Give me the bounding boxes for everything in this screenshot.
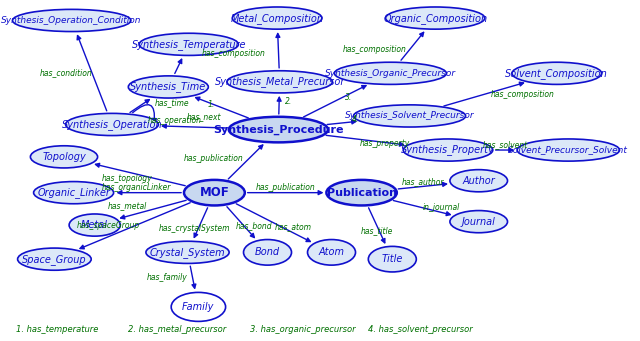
Text: has_composition: has_composition <box>491 90 555 99</box>
Ellipse shape <box>450 210 508 233</box>
Ellipse shape <box>128 76 209 98</box>
Ellipse shape <box>65 113 159 136</box>
Text: 1.: 1. <box>208 100 215 108</box>
Text: 1. has_temperature: 1. has_temperature <box>16 325 99 333</box>
Text: Synthesis_Time: Synthesis_Time <box>130 81 207 92</box>
Text: Organic_Composition: Organic_Composition <box>383 13 487 24</box>
Ellipse shape <box>450 170 508 192</box>
Ellipse shape <box>232 7 322 29</box>
Ellipse shape <box>229 117 328 143</box>
Text: Bond: Bond <box>255 247 280 257</box>
Text: Atom: Atom <box>319 247 344 257</box>
Text: has_title: has_title <box>361 227 393 236</box>
Ellipse shape <box>18 248 92 270</box>
Text: has_bond: has_bond <box>236 222 272 231</box>
Ellipse shape <box>334 62 447 84</box>
Text: Synthesis_Property: Synthesis_Property <box>401 145 495 155</box>
Text: has_composition: has_composition <box>342 45 406 54</box>
Ellipse shape <box>512 62 602 84</box>
Text: has_property: has_property <box>360 139 410 148</box>
Text: Synthesis_Operation_Condition: Synthesis_Operation_Condition <box>1 16 142 25</box>
Text: MOF: MOF <box>200 186 229 199</box>
Text: has_operation: has_operation <box>147 116 202 125</box>
Ellipse shape <box>403 139 493 161</box>
Text: Title: Title <box>381 254 403 264</box>
Text: Solvent_Precursor_Solvent: Solvent_Precursor_Solvent <box>508 146 628 154</box>
Text: has_publication: has_publication <box>184 153 244 163</box>
Text: Family: Family <box>182 302 214 312</box>
Text: has_composition: has_composition <box>202 49 266 58</box>
Ellipse shape <box>369 246 417 272</box>
Text: Publication: Publication <box>326 188 397 198</box>
Text: has_family: has_family <box>147 273 188 282</box>
Text: Synthesis_Procedure: Synthesis_Procedure <box>213 124 344 135</box>
Text: has_publication: has_publication <box>256 183 316 192</box>
Text: has_solvent: has_solvent <box>483 140 527 149</box>
Text: Metal_Composition: Metal_Composition <box>230 13 324 24</box>
Text: Organic_Linker: Organic_Linker <box>37 187 110 198</box>
Ellipse shape <box>146 241 229 263</box>
Text: Author: Author <box>462 176 495 186</box>
Ellipse shape <box>31 146 98 168</box>
Text: 3.: 3. <box>344 93 352 102</box>
Text: has_spaceGroup: has_spaceGroup <box>77 221 140 231</box>
Ellipse shape <box>34 181 114 204</box>
FancyArrowPatch shape <box>132 105 156 122</box>
Text: has_topology: has_topology <box>102 174 152 183</box>
Text: has_crystalSystem: has_crystalSystem <box>159 224 230 233</box>
Text: 4. has_solvent_precursor: 4. has_solvent_precursor <box>368 325 473 333</box>
Text: Space_Group: Space_Group <box>22 254 86 265</box>
Ellipse shape <box>184 180 245 205</box>
Ellipse shape <box>172 293 226 321</box>
Text: has_next: has_next <box>187 112 221 121</box>
Ellipse shape <box>307 239 356 265</box>
Text: has_metal: has_metal <box>108 202 147 210</box>
Text: Synthesis_Metal_Precursor: Synthesis_Metal_Precursor <box>214 76 345 87</box>
Ellipse shape <box>354 105 466 127</box>
Ellipse shape <box>385 7 485 29</box>
Text: Synthesis_Organic_Precursor: Synthesis_Organic_Precursor <box>325 69 456 78</box>
Text: Metal: Metal <box>81 220 108 230</box>
Text: Synthesis_Solvent_Precursor: Synthesis_Solvent_Precursor <box>345 112 474 120</box>
Text: Solvent_Composition: Solvent_Composition <box>506 68 608 79</box>
Text: Synthesis_Temperature: Synthesis_Temperature <box>132 39 246 50</box>
Text: has_time: has_time <box>155 98 189 107</box>
Text: Topology: Topology <box>42 152 86 162</box>
Text: Crystal_System: Crystal_System <box>150 247 225 258</box>
Ellipse shape <box>227 71 333 93</box>
Text: in_journal: in_journal <box>423 203 460 212</box>
Text: 2.: 2. <box>285 97 292 106</box>
Ellipse shape <box>13 10 131 32</box>
Ellipse shape <box>69 214 120 236</box>
Ellipse shape <box>140 33 238 55</box>
Ellipse shape <box>517 139 620 161</box>
Ellipse shape <box>326 180 397 205</box>
Text: Journal: Journal <box>462 217 495 227</box>
Text: Synthesis_Operation: Synthesis_Operation <box>61 119 163 130</box>
Text: 2. has_metal_precursor: 2. has_metal_precursor <box>128 325 227 333</box>
Text: has_author: has_author <box>402 177 444 186</box>
Text: 4.: 4. <box>351 115 358 124</box>
Text: 3. has_organic_precursor: 3. has_organic_precursor <box>250 325 355 333</box>
Text: has_condition: has_condition <box>40 68 93 77</box>
Text: has_organicLinker: has_organicLinker <box>101 183 171 192</box>
Ellipse shape <box>243 239 292 265</box>
Text: has_atom: has_atom <box>275 222 312 231</box>
